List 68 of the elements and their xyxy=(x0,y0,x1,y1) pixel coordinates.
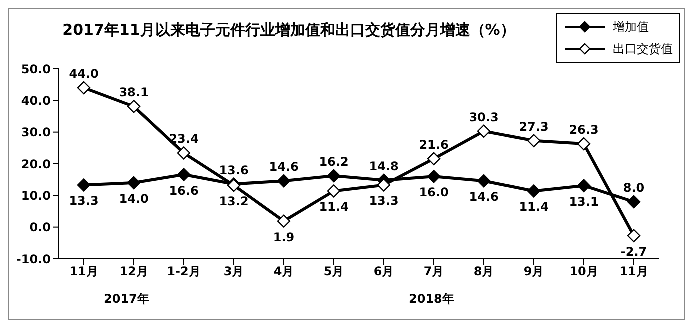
point xyxy=(327,184,341,198)
point xyxy=(427,170,441,184)
y-tick-label: 50.0 xyxy=(21,62,51,76)
x-tick-label: 12月 xyxy=(120,264,148,279)
point xyxy=(127,176,141,190)
x-tick-label: 1-2月 xyxy=(167,264,201,279)
x-tick-label: 11月 xyxy=(70,264,98,279)
point xyxy=(77,81,91,95)
x-tick-label: 5月 xyxy=(324,264,344,279)
y-tick-label: 30.0 xyxy=(21,126,51,140)
point xyxy=(477,174,491,188)
data-label: 30.3 xyxy=(469,110,499,124)
x-tick-label: 3月 xyxy=(224,264,244,279)
x-tick-label: 10月 xyxy=(570,264,598,279)
x-tick-label: 6月 xyxy=(374,264,394,279)
x-tick-label: 11月 xyxy=(620,264,648,279)
point xyxy=(427,152,441,166)
point xyxy=(277,174,291,188)
y-tick-label: 20.0 xyxy=(21,157,51,172)
data-label: 16.0 xyxy=(419,186,449,200)
point xyxy=(527,184,541,198)
data-label: 11.4 xyxy=(519,200,549,214)
data-label: 16.2 xyxy=(319,155,349,170)
data-label: 13.2 xyxy=(219,194,249,209)
data-label: 13.1 xyxy=(569,194,599,209)
point xyxy=(277,214,291,228)
point xyxy=(127,100,141,114)
data-label: 27.3 xyxy=(519,120,549,134)
data-label: 1.9 xyxy=(273,230,295,244)
point xyxy=(77,178,91,192)
legend-label: 增加值 xyxy=(613,18,649,36)
point xyxy=(577,179,591,192)
data-label: 8.0 xyxy=(623,181,645,195)
point xyxy=(377,178,391,192)
point xyxy=(627,195,641,209)
data-label: 13.3 xyxy=(369,194,399,208)
point xyxy=(327,169,341,183)
point xyxy=(627,229,641,242)
text: 2018年 xyxy=(409,291,454,308)
data-label: -2.7 xyxy=(620,244,648,259)
data-label: 13.3 xyxy=(69,194,99,208)
point xyxy=(527,134,541,148)
point xyxy=(177,168,191,182)
point xyxy=(577,137,591,151)
chart-title: 2017年11月以来电子元件行业增加值和出口交货值分月增速（%） xyxy=(62,21,516,40)
data-label: 38.1 xyxy=(119,86,149,100)
point xyxy=(177,146,191,160)
data-label: 14.8 xyxy=(369,159,399,174)
data-label: 26.3 xyxy=(569,123,599,138)
data-label: 11.4 xyxy=(319,200,349,214)
data-label: 44.0 xyxy=(69,67,99,81)
data-label: 14.6 xyxy=(469,190,499,204)
y-tick-label: 10.0 xyxy=(21,188,51,203)
x-tick-label: 9月 xyxy=(524,264,544,279)
x-tick-label: 4月 xyxy=(274,264,294,279)
data-label: 16.6 xyxy=(169,184,199,198)
data-label: 14.6 xyxy=(269,160,299,174)
data-label: 21.6 xyxy=(419,138,449,152)
y-tick-label: 40.0 xyxy=(21,94,51,108)
y-tick-label: 0.0 xyxy=(30,220,51,235)
x-tick-label: 7月 xyxy=(424,264,444,279)
text: 2017年 xyxy=(104,291,150,308)
legend-label: 出口交货值 xyxy=(613,40,673,58)
x-tick-label: 8月 xyxy=(474,264,494,279)
data-label: 13.6 xyxy=(219,163,249,178)
y-tick-label: -10.0 xyxy=(16,252,51,266)
data-label: 14.0 xyxy=(119,192,149,206)
point xyxy=(477,124,491,138)
